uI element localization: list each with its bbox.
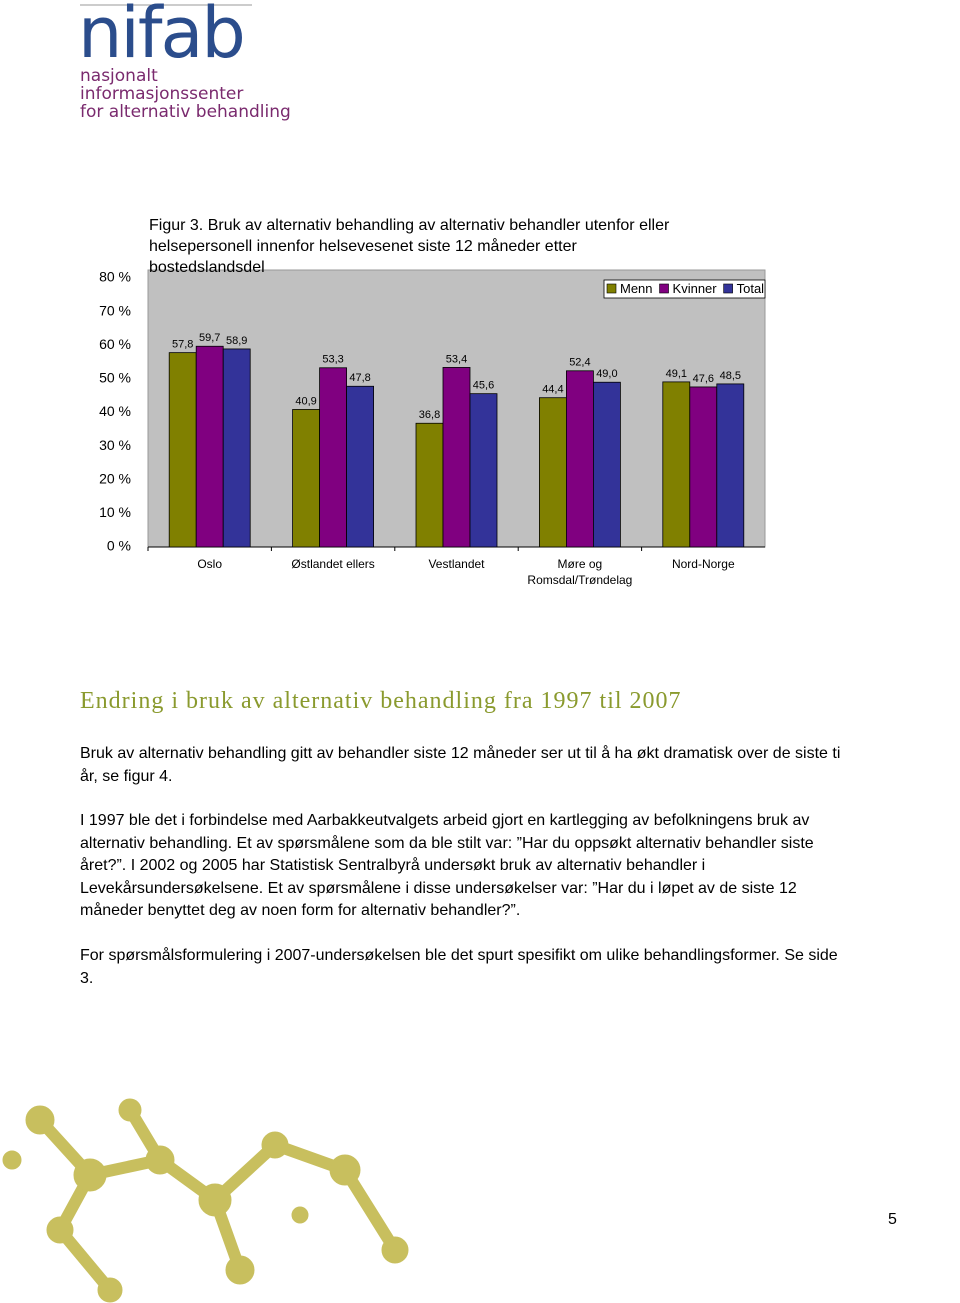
data-label: 59,7	[199, 332, 220, 344]
data-label: 48,5	[720, 370, 741, 382]
bar	[442, 367, 471, 548]
bar	[292, 409, 321, 548]
bar	[689, 386, 718, 548]
data-label: 47,8	[349, 372, 370, 384]
paragraph: Bruk av alternativ behandling gitt av be…	[80, 745, 841, 785]
paragraph: I 1997 ble det i forbindelse med Aarbakk…	[80, 812, 814, 919]
chart-title: Figur 3. Bruk av alternativ behandling a…	[149, 217, 670, 276]
x-tick-label: Nord-Norge	[671, 557, 735, 571]
bar	[415, 422, 444, 548]
legend-swatch	[606, 283, 617, 294]
y-tick-label: 50 %	[99, 370, 131, 386]
section-heading: Endring i bruk av alternativ behandling …	[80, 688, 682, 714]
bar	[469, 393, 498, 548]
data-label: 49,0	[596, 368, 617, 380]
data-label: 49,1	[666, 368, 687, 380]
paragraph: For spørsmålsformulering i 2007-undersøk…	[80, 947, 838, 987]
data-label: 47,6	[693, 373, 714, 385]
x-tick-label: Oslo	[197, 557, 223, 571]
bar	[539, 397, 567, 548]
legend-label: Kvinner	[673, 281, 718, 296]
legend-label: Menn	[620, 281, 653, 296]
x-tick-label: Vestlandet	[428, 557, 485, 571]
logo-line: informasjonssenter	[80, 84, 244, 104]
y-tick-label: 70 %	[99, 302, 131, 318]
x-tick-label: Møre og Romsdal/Trøndelag	[527, 557, 633, 587]
data-label: 52,4	[569, 357, 590, 369]
molecule-pattern	[2, 1098, 409, 1303]
y-tick-label: 60 %	[99, 336, 131, 352]
chart: 0 % 10 % 20 % 30 % 40 % 50 % 60 % 70 % 80 % 57,8 5…	[99, 269, 766, 554]
page-number: 5	[888, 1211, 897, 1228]
legend-label: Total	[737, 281, 765, 296]
y-tick-label: 20 %	[99, 470, 131, 486]
bar	[662, 381, 691, 548]
y-tick-label: 10 %	[99, 504, 131, 520]
data-label: 53,3	[322, 354, 343, 366]
bar	[346, 385, 375, 548]
data-label: 53,4	[446, 353, 467, 365]
y-tick-label: 30 %	[99, 437, 131, 453]
logo-name: nifab	[78, 0, 246, 74]
data-label: 36,8	[419, 409, 440, 421]
data-label: 40,9	[295, 395, 316, 407]
data-label: 44,4	[542, 384, 563, 396]
y-tick-label: 80 %	[99, 269, 131, 285]
data-label: 57,8	[172, 339, 193, 351]
logo-line: for alternativ behandling	[80, 102, 291, 122]
bar	[195, 345, 224, 548]
y-tick-label: 0 %	[107, 538, 131, 554]
x-tick-label: Østlandet ellers	[291, 557, 375, 571]
data-label: 45,6	[473, 380, 494, 392]
legend-swatch	[723, 283, 733, 294]
bar	[593, 381, 621, 548]
logo-line: nasjonalt	[80, 66, 158, 86]
bar	[222, 348, 251, 548]
bar	[168, 352, 197, 548]
bar	[716, 383, 745, 548]
bar	[566, 370, 594, 548]
legend-swatch	[659, 283, 669, 294]
bar	[319, 367, 348, 548]
y-tick-label: 40 %	[99, 403, 131, 419]
data-label: 58,9	[226, 335, 247, 347]
